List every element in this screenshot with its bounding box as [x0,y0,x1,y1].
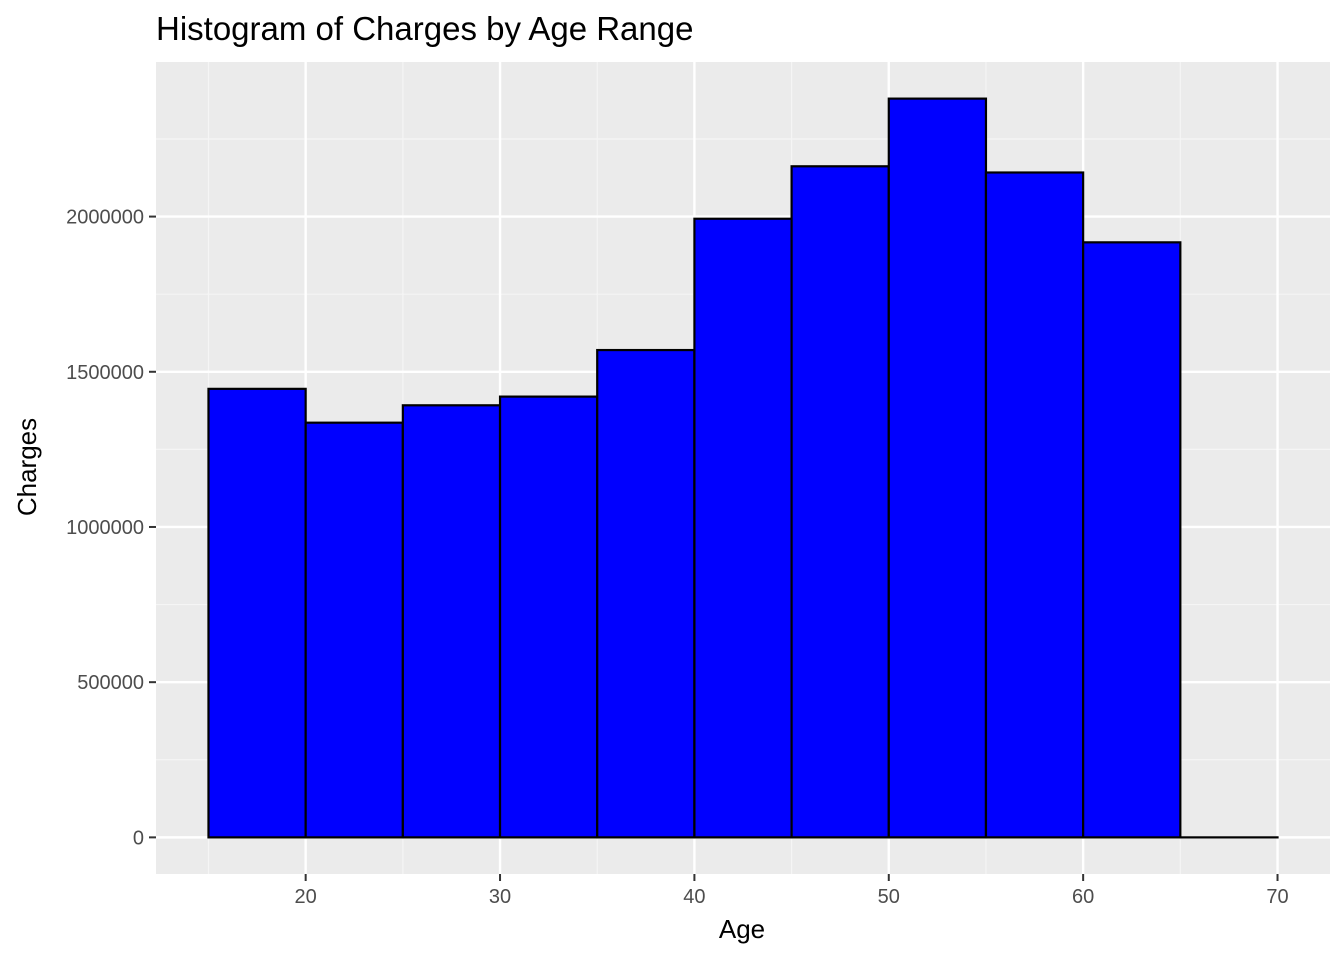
histogram-bar [1082,241,1182,839]
x-axis-ticks: 20 30 40 50 60 70 [295,874,1289,908]
x-tick-label: 30 [489,886,511,908]
chart-title: Histogram of Charges by Age Range [156,10,693,47]
y-tick-label: 1500000 [66,362,144,384]
y-axis-title: Charges [12,418,42,516]
x-axis-title: Age [719,914,765,944]
histogram-bar [401,404,502,839]
y-tick-label: 0 [133,827,144,849]
bars [207,97,1279,839]
x-tick-label: 50 [878,886,900,908]
histogram-bar [984,171,1085,839]
x-tick-label: 70 [1266,886,1288,908]
x-tick-label: 40 [683,886,705,908]
y-tick-label: 1000000 [66,517,144,539]
histogram-bar [596,348,696,839]
x-tick-label: 20 [295,886,317,908]
y-tick-label: 500000 [77,672,144,694]
x-tick-label: 60 [1072,886,1094,908]
y-axis-ticks: 0 500000 1000000 1500000 2000000 [66,207,156,849]
histogram-bar [693,217,793,839]
histogram-bar [304,421,404,839]
y-tick-label: 2000000 [66,207,144,229]
histogram-bar [887,97,988,839]
histogram-bar [498,395,599,839]
histogram-bar [790,165,890,839]
histogram-bar [207,387,307,839]
